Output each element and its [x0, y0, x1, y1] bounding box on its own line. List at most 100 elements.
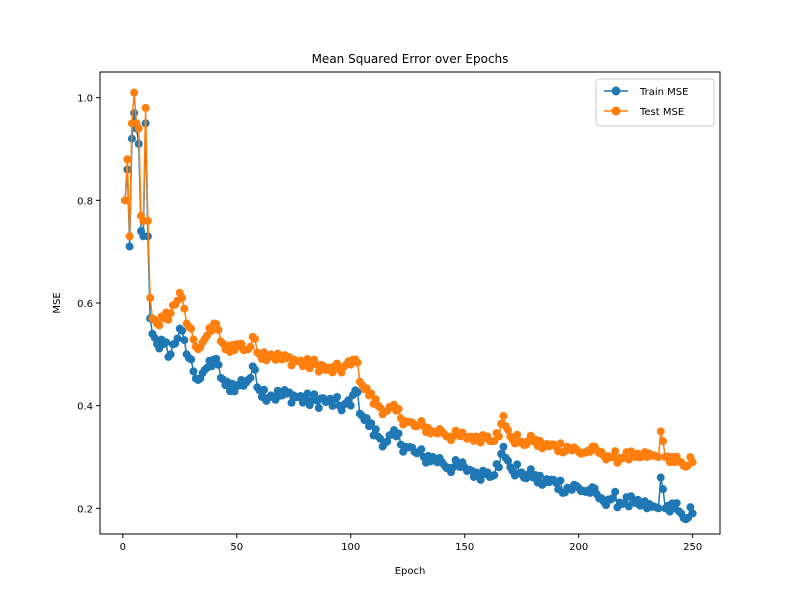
data-point [333, 359, 342, 368]
x-tick-label: 50 [230, 542, 243, 553]
data-point [121, 196, 130, 205]
data-point [362, 414, 371, 423]
data-point [214, 325, 223, 334]
data-point [383, 437, 392, 446]
data-point [180, 336, 189, 345]
data-point [164, 315, 173, 324]
x-tick-label: 250 [683, 542, 702, 553]
data-point [504, 456, 513, 465]
x-axis-ticks: 0 50 100 150 200 250 [120, 534, 702, 553]
data-point [353, 358, 362, 367]
data-point [535, 471, 544, 480]
data-point [141, 103, 150, 112]
y-axis-ticks: 0.2 0.4 0.6 0.8 1.0 [77, 94, 100, 515]
data-point [688, 458, 697, 467]
data-point [611, 447, 620, 456]
legend-label-test: Test MSE [639, 107, 684, 118]
data-point [287, 398, 296, 407]
series-test [121, 88, 697, 471]
data-point [367, 419, 376, 428]
y-tick-label: 0.6 [77, 299, 93, 310]
data-point [150, 333, 159, 342]
data-point [162, 338, 171, 347]
y-tick-label: 0.4 [77, 402, 93, 413]
x-axis-label: Epoch [395, 566, 426, 577]
legend-marker-test [611, 106, 621, 116]
data-point [371, 425, 380, 434]
data-point [207, 362, 216, 371]
legend-label-train: Train MSE [639, 87, 688, 98]
y-tick-label: 0.8 [77, 196, 93, 207]
x-tick-label: 200 [569, 542, 588, 553]
data-point [353, 388, 362, 397]
data-point [146, 293, 155, 302]
data-point [672, 499, 681, 508]
data-point [155, 321, 164, 330]
data-point [303, 389, 312, 398]
legend-marker-train [611, 86, 621, 96]
data-point [187, 355, 196, 364]
data-point [251, 334, 259, 343]
y-tick-label: 0.2 [77, 504, 93, 515]
data-point [130, 109, 139, 118]
data-point [624, 502, 633, 511]
data-point [535, 436, 544, 445]
data-point [654, 504, 663, 513]
data-point [611, 487, 620, 496]
data-point [394, 404, 403, 413]
data-point [260, 385, 269, 394]
data-point [333, 393, 342, 402]
data-point [237, 339, 246, 348]
data-point [556, 439, 565, 448]
data-point [328, 368, 337, 377]
data-point [189, 335, 198, 344]
data-point [608, 494, 617, 503]
data-point [125, 232, 134, 241]
data-point [180, 304, 189, 313]
data-point [125, 242, 134, 251]
plot-area [121, 88, 697, 524]
legend: Train MSE Test MSE [595, 78, 715, 127]
data-point [654, 453, 663, 461]
data-point [362, 384, 371, 393]
data-point [346, 401, 355, 410]
chart-title: Mean Squared Error over Epochs [312, 52, 509, 66]
data-point [659, 437, 668, 446]
data-point [173, 334, 182, 343]
data-point [513, 430, 522, 439]
data-point [504, 425, 513, 434]
data-point [624, 455, 633, 464]
data-point [134, 124, 143, 133]
data-point [187, 324, 196, 333]
data-point [367, 389, 376, 398]
data-point [656, 427, 665, 436]
y-axis-label: MSE [52, 292, 63, 313]
data-point [513, 460, 522, 469]
data-point [166, 309, 175, 318]
data-point [214, 360, 223, 369]
data-point [230, 387, 239, 396]
data-point [688, 509, 697, 518]
data-point [476, 475, 485, 484]
data-point [246, 342, 255, 351]
series-train [121, 109, 697, 524]
x-tick-label: 0 [120, 542, 126, 553]
data-point [166, 350, 175, 359]
data-point [178, 293, 187, 302]
data-point [328, 401, 337, 410]
data-point [251, 365, 259, 374]
data-point [659, 485, 668, 494]
data-point [314, 404, 323, 413]
data-point [394, 429, 403, 438]
data-point [189, 367, 198, 376]
data-point [310, 390, 319, 399]
data-point [314, 367, 323, 376]
data-point [556, 476, 565, 485]
x-tick-label: 100 [341, 542, 360, 553]
x-tick-label: 150 [455, 542, 474, 553]
data-point [123, 155, 132, 164]
data-point [494, 463, 503, 472]
data-point [686, 503, 695, 512]
